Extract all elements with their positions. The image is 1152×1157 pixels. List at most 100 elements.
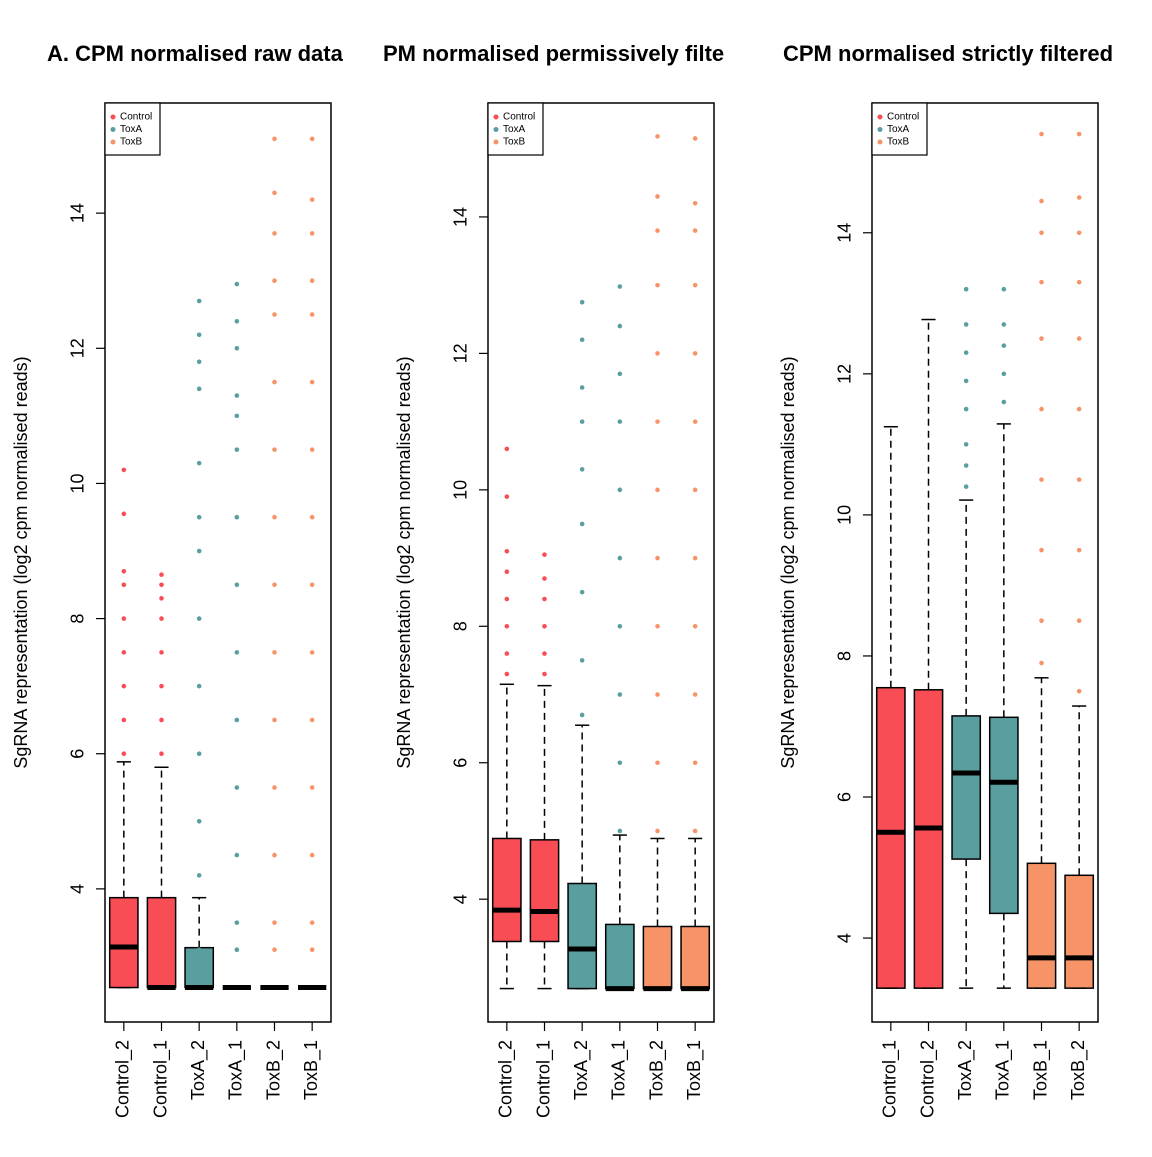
outlier xyxy=(692,228,698,233)
x-tick-label: Control_2 xyxy=(917,1040,938,1118)
outlier xyxy=(234,717,240,723)
outlier xyxy=(1039,198,1044,204)
x-tick-label: ToxA_2 xyxy=(188,1040,209,1100)
legend-swatch xyxy=(877,127,883,132)
outlier xyxy=(579,712,585,718)
outlier xyxy=(963,350,969,355)
outlier xyxy=(234,393,240,398)
outlier xyxy=(504,651,510,656)
outlier xyxy=(579,299,585,305)
outlier xyxy=(196,683,202,689)
y-tick-label: 12 xyxy=(835,364,855,384)
outlier xyxy=(655,351,660,356)
outlier xyxy=(1076,547,1082,553)
outlier xyxy=(655,487,660,493)
outlier xyxy=(692,419,698,424)
outlier xyxy=(617,828,623,834)
chart-title: A. CPM normalised raw data xyxy=(47,41,344,66)
legend-label: Control xyxy=(120,112,152,123)
outlier xyxy=(234,785,240,790)
outlier xyxy=(121,751,127,757)
outlier xyxy=(1039,660,1044,666)
outlier xyxy=(1001,371,1007,377)
outlier xyxy=(504,569,510,575)
outlier xyxy=(272,231,277,236)
box xyxy=(567,882,598,990)
outlier xyxy=(1001,286,1007,292)
y-tick-label: 12 xyxy=(451,343,471,363)
outlier xyxy=(121,616,127,621)
x-tick-label: Control_1 xyxy=(533,1040,554,1118)
outlier xyxy=(196,386,202,392)
outlier xyxy=(655,282,660,288)
outlier xyxy=(121,582,127,588)
x-tick-label: ToxA_1 xyxy=(993,1040,1014,1100)
outlier xyxy=(504,446,510,452)
outlier xyxy=(309,514,315,520)
y-tick-label: 10 xyxy=(451,480,471,500)
outlier xyxy=(272,312,277,317)
outlier xyxy=(542,623,547,629)
outlier xyxy=(234,650,240,655)
x-tick-label: ToxA_1 xyxy=(609,1040,630,1100)
outlier xyxy=(655,228,660,233)
outlier xyxy=(272,379,277,385)
outlier xyxy=(196,873,202,878)
outlier xyxy=(1076,618,1082,623)
outlier xyxy=(159,650,164,655)
box xyxy=(680,925,711,990)
outlier xyxy=(196,819,202,824)
outlier xyxy=(309,379,315,385)
outlier xyxy=(655,134,660,139)
outlier xyxy=(542,596,547,602)
legend-swatch xyxy=(493,127,499,132)
outlier xyxy=(692,692,698,697)
outlier xyxy=(121,683,127,689)
outlier xyxy=(159,717,164,723)
outlier xyxy=(692,200,698,206)
outlier xyxy=(655,692,660,697)
outlier xyxy=(1039,230,1044,236)
outlier xyxy=(692,623,698,629)
y-tick-label: 10 xyxy=(68,473,88,493)
outlier xyxy=(579,467,585,472)
outlier xyxy=(234,947,240,952)
box xyxy=(988,716,1019,915)
outlier xyxy=(655,828,660,834)
outlier xyxy=(309,447,315,452)
outlier xyxy=(617,284,623,289)
outlier xyxy=(617,692,623,697)
outlier xyxy=(655,194,660,199)
y-tick-label: 14 xyxy=(68,203,88,223)
legend-swatch xyxy=(493,139,499,145)
outlier xyxy=(963,322,969,327)
outlier xyxy=(579,521,585,527)
outlier xyxy=(617,371,623,377)
outlier xyxy=(159,683,164,689)
plot-frame xyxy=(871,102,1099,1023)
outlier xyxy=(234,281,240,287)
outlier xyxy=(272,785,277,790)
box xyxy=(491,837,522,943)
outlier xyxy=(617,555,623,561)
outlier xyxy=(196,616,202,621)
outlier xyxy=(272,947,277,952)
box xyxy=(875,686,906,989)
x-tick-label: ToxA_1 xyxy=(226,1040,247,1100)
outlier xyxy=(121,568,127,574)
outlier xyxy=(309,920,315,925)
outlier xyxy=(272,514,277,520)
outlier xyxy=(1076,230,1082,236)
outlier xyxy=(234,318,240,324)
outlier xyxy=(963,286,969,292)
outlier xyxy=(309,852,315,858)
outlier xyxy=(542,671,547,677)
outlier xyxy=(579,385,585,390)
outlier xyxy=(1039,279,1044,285)
x-tick-label: ToxB_2 xyxy=(263,1040,284,1100)
outlier xyxy=(196,460,202,466)
outlier xyxy=(1076,279,1082,285)
box xyxy=(529,839,560,943)
outlier xyxy=(617,760,623,766)
